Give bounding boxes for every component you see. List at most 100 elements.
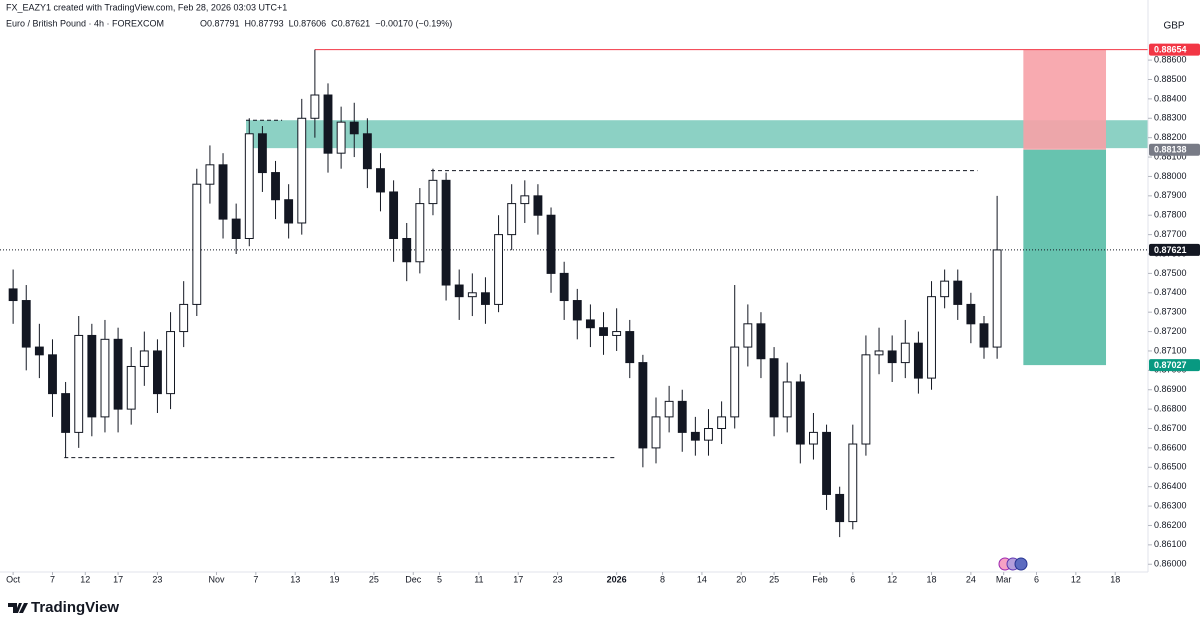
price-tag (1149, 43, 1200, 56)
candle-body (402, 237, 412, 263)
candle-body (323, 94, 333, 154)
price-tag-label: 0.88654 (1154, 45, 1187, 55)
x-tick-label: 11 (474, 574, 483, 584)
y-tick-label: 0.87700 (1154, 229, 1187, 239)
ohlc-value: −0.00170 (−0.19%) (375, 18, 452, 28)
candle-body (297, 117, 307, 224)
candle-body (415, 203, 425, 263)
price-tag-label: 0.88138 (1154, 145, 1187, 155)
candle-body (192, 183, 202, 305)
y-tick-label: 0.86500 (1154, 462, 1187, 472)
ohlc-value: O0.87791 (200, 18, 240, 28)
candle-body (34, 346, 44, 356)
candle-body (48, 354, 57, 395)
candle-body (74, 334, 84, 433)
candle-body (940, 280, 950, 298)
candle-body (362, 133, 372, 170)
candle-body (205, 164, 215, 185)
candle-body (244, 133, 254, 239)
y-tick-label: 0.87900 (1154, 190, 1187, 200)
x-tick-label: 23 (152, 574, 162, 584)
y-tick-label: 0.88100 (1154, 151, 1187, 161)
event-icon[interactable] (1014, 557, 1028, 571)
candle-body (913, 342, 923, 379)
symbol: Euro / British Pound · 4h · FOREXCOM (6, 18, 164, 28)
candle-body (809, 431, 818, 445)
candle-body (992, 249, 1002, 348)
candle-body (979, 323, 989, 348)
y-tick-label: 0.86900 (1154, 384, 1187, 394)
x-tick-label: Oct (6, 574, 21, 584)
candle-body (533, 195, 543, 216)
candle-body (61, 393, 71, 433)
y-tick-label: 0.86700 (1154, 423, 1187, 433)
logo (8, 603, 28, 613)
candle-body (927, 296, 936, 379)
zone (246, 120, 1148, 149)
candle-body (179, 303, 189, 333)
ohlc-header: O0.87791 H0.87793 L0.87606 C0.87621 −0.00170… (200, 18, 452, 28)
candle-body (664, 400, 674, 418)
candle-body (887, 350, 897, 364)
candle-body (494, 234, 503, 305)
x-tick-label: Feb (812, 574, 828, 584)
candle-body (572, 300, 582, 321)
x-tick-label: 5 (437, 574, 442, 584)
y-tick-label: 0.88600 (1154, 54, 1187, 64)
candle-body (153, 350, 162, 395)
candle-body (481, 292, 490, 305)
candle-body (743, 323, 753, 348)
candle-body (126, 365, 136, 410)
x-tick-label: Nov (208, 574, 225, 584)
candle-body (861, 354, 871, 445)
candle-body (690, 431, 700, 441)
ohlc-value: C0.87621 (331, 18, 370, 28)
x-tick-label: 6 (850, 574, 855, 584)
y-tick-label: 0.87500 (1154, 268, 1187, 278)
currency: GBP (1163, 21, 1184, 32)
candle-body (704, 428, 713, 441)
candle-body (612, 331, 622, 336)
x-tick-label: 23 (553, 574, 563, 584)
candle-body (467, 292, 477, 298)
x-tick-label: 6 (1034, 574, 1039, 584)
y-tick-label: 0.86200 (1154, 520, 1187, 530)
candle-body (756, 323, 766, 360)
y-tick-label: 0.87800 (1154, 210, 1187, 220)
y-tick-label: 0.86100 (1154, 539, 1187, 549)
candle-body (585, 319, 595, 329)
price-tag (1149, 243, 1200, 256)
x-tick-label: 14 (697, 574, 707, 584)
price-tag-label: 0.87621 (1154, 245, 1187, 255)
y-tick-label: 0.86800 (1154, 404, 1187, 414)
stop-zone (1023, 49, 1107, 150)
candle-body (166, 331, 175, 395)
candle-body (651, 416, 661, 449)
y-tick-label: 0.88200 (1154, 132, 1187, 142)
x-tick-label: 7 (50, 574, 55, 584)
candle-body (113, 338, 123, 410)
candle-body (257, 133, 267, 174)
x-tick-label: Mar (996, 574, 1012, 584)
candle-body (284, 199, 294, 224)
x-tick-label: 12 (1071, 574, 1081, 584)
candle-body (310, 94, 320, 119)
candle-body (677, 400, 687, 433)
candle-body (231, 218, 241, 239)
x-tick-label: 2026 (607, 574, 627, 584)
candle-body (782, 381, 792, 418)
candle-body (769, 358, 779, 418)
candle-body (21, 300, 31, 348)
x-tick-label: Dec (405, 574, 422, 584)
candle-body (848, 443, 858, 523)
candle-body (546, 214, 556, 274)
candle-body (559, 272, 569, 302)
x-tick-label: 19 (330, 574, 340, 584)
candle-body (730, 346, 740, 418)
y-tick-label: 0.87400 (1154, 287, 1187, 297)
y-tick-label: 0.87300 (1154, 307, 1187, 317)
y-tick-label: 0.87100 (1154, 345, 1187, 355)
credit: FX_EAZY1 created with TradingView.com, F… (6, 2, 287, 12)
